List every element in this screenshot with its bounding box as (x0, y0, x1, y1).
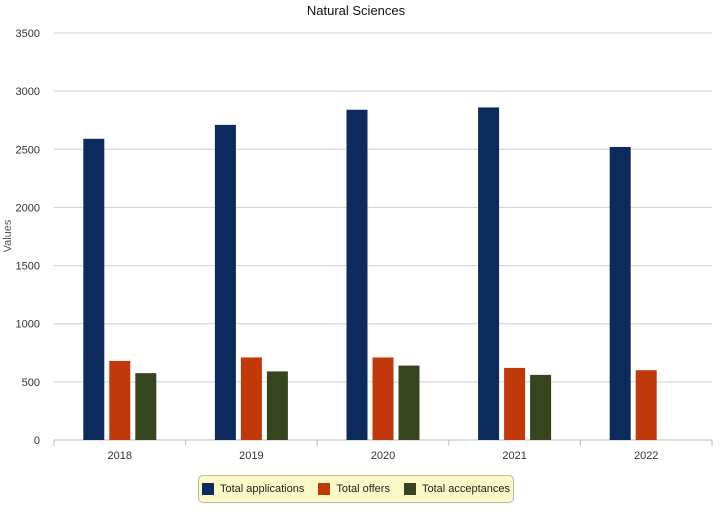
chart-title: Natural Sciences (307, 3, 406, 18)
legend-label-acceptances: Total acceptances (421, 483, 511, 495)
bars (83, 107, 657, 441)
bar-total-applications-2020 (346, 109, 368, 441)
bar-total-offers-2019 (240, 357, 262, 440)
legend-label-offers: Total offers (336, 483, 390, 495)
x-tick-label: 2022 (634, 450, 658, 462)
y-tick-label: 3000 (16, 86, 40, 98)
bar-total-applications-2019 (214, 124, 236, 440)
bar-total-offers-2021 (504, 367, 526, 440)
bar-total-acceptances-2018 (135, 373, 157, 440)
bar-total-offers-2022 (635, 370, 657, 440)
legend-swatch-acceptances (403, 483, 416, 495)
x-tick-label: 2018 (108, 450, 132, 462)
bar-total-offers-2018 (109, 360, 131, 440)
legend-item-acceptances: Total acceptances (403, 483, 511, 495)
bar-total-applications-2022 (609, 146, 631, 440)
bar-total-applications-2018 (83, 138, 105, 440)
legend-swatch-offers (318, 483, 331, 495)
y-tick-label: 2000 (16, 202, 40, 214)
y-tick-label: 0 (34, 435, 40, 447)
bar-total-acceptances-2019 (266, 371, 288, 440)
legend-item-offers: Total offers (318, 483, 390, 495)
legend: Total applications Total offers Total ac… (198, 475, 514, 503)
y-tick-label: 1500 (16, 261, 40, 273)
y-tick-label: 500 (22, 377, 40, 389)
y-tick-label: 2500 (16, 144, 40, 156)
legend-item-applications: Total applications (201, 483, 305, 495)
bar-total-applications-2021 (478, 107, 500, 441)
bar-total-offers-2020 (372, 357, 394, 440)
legend-label-applications: Total applications (219, 483, 305, 495)
x-tick-label: 2019 (239, 450, 263, 462)
y-tick-label: 3500 (16, 28, 40, 40)
x-tick-label: 2020 (371, 450, 395, 462)
y-axis-label: Values (2, 219, 14, 252)
legend-swatch-applications (201, 483, 214, 495)
x-tick-label: 2021 (502, 450, 526, 462)
y-tick-label: 1000 (16, 319, 40, 331)
x-tick-labels: 2018 2019 2020 2021 2022 (108, 450, 659, 462)
y-tick-labels: 0 500 1000 1500 2000 2500 3000 3500 (16, 28, 40, 447)
bar-total-acceptances-2021 (530, 374, 552, 440)
bar-total-acceptances-2020 (398, 365, 420, 440)
